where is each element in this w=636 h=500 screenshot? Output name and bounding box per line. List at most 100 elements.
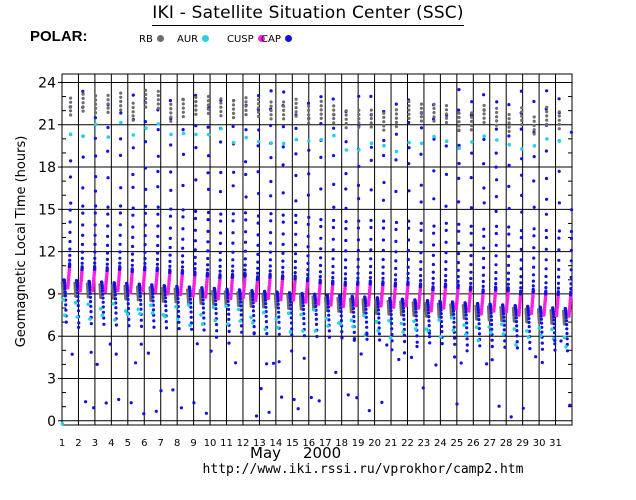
cap-point <box>180 260 185 264</box>
aur-point <box>261 310 266 315</box>
cap-point <box>201 302 205 306</box>
cap-point <box>509 415 513 419</box>
cap-point <box>557 229 562 233</box>
cap-point <box>494 224 499 228</box>
cap-point <box>177 315 181 319</box>
cap-point <box>131 172 135 177</box>
cusp-point <box>204 282 209 287</box>
cap-point <box>402 313 406 317</box>
cap-point <box>368 271 373 275</box>
aur-point <box>188 323 192 328</box>
cap-point <box>269 156 273 160</box>
cap-point <box>431 270 435 274</box>
cap-point <box>402 309 406 313</box>
cap-point <box>252 332 256 336</box>
cap-point <box>569 268 573 272</box>
cap-point <box>406 265 410 269</box>
rb-point <box>432 106 436 110</box>
cap-point <box>290 333 294 337</box>
cap-point <box>482 201 486 205</box>
cap-point <box>482 234 486 238</box>
cap-point <box>306 245 310 249</box>
cap-point <box>113 285 117 289</box>
cap-point <box>455 402 459 406</box>
cap-point <box>193 262 197 266</box>
cap-point <box>477 322 481 326</box>
cap-point <box>478 344 482 348</box>
cap-point <box>506 286 510 290</box>
cap-point <box>288 297 292 301</box>
cap-point <box>143 140 148 144</box>
cap-point <box>457 108 461 112</box>
aur-point <box>307 139 311 143</box>
cap-point <box>94 154 98 158</box>
x-tick-label: 27 <box>483 438 496 449</box>
cap-point <box>457 176 461 180</box>
source-url[interactable]: http://www.iki.rssi.ru/vprokhor/camp2.ht… <box>202 462 524 477</box>
cap-point <box>340 336 344 340</box>
cusp-point <box>230 284 234 288</box>
cap-point <box>532 99 536 104</box>
cap-point <box>231 219 235 223</box>
rb-point <box>319 99 323 103</box>
cap-point <box>201 298 205 302</box>
cap-point <box>476 308 480 312</box>
cap-point <box>494 270 498 275</box>
cap-point <box>257 94 261 98</box>
cap-point <box>243 263 247 267</box>
cap-point <box>281 163 285 167</box>
rb-point <box>69 109 73 113</box>
cap-point <box>307 148 311 152</box>
x-tick-label: 5 <box>125 438 131 449</box>
cap-point <box>155 257 160 261</box>
cap-point <box>394 220 399 225</box>
cap-point <box>143 257 147 261</box>
cap-point <box>152 319 156 323</box>
cap-point <box>306 254 310 258</box>
cap-point <box>277 360 281 364</box>
x-tick-label: 17 <box>319 438 332 449</box>
cap-point <box>218 269 222 273</box>
aur-point <box>387 319 391 323</box>
aur-point <box>269 141 274 145</box>
plot-frame <box>61 73 573 426</box>
cap-point <box>230 272 235 277</box>
cap-point <box>188 291 192 295</box>
aur-point <box>514 343 518 347</box>
rb-point <box>269 117 273 121</box>
y-tick-label: 18 <box>38 160 56 176</box>
cap-point <box>515 340 519 344</box>
aur-point <box>244 135 248 140</box>
cap-point <box>256 275 260 279</box>
cap-point <box>376 305 380 309</box>
rb-point <box>181 98 185 102</box>
x-tick-label: 2 <box>75 438 81 449</box>
cap-point <box>377 326 381 330</box>
cap-point <box>477 332 482 336</box>
cap-point <box>313 298 318 302</box>
x-tick-label: 15 <box>286 438 299 449</box>
cap-point <box>219 212 223 216</box>
cap-point <box>189 315 193 319</box>
cap-point <box>457 200 461 204</box>
rb-point <box>106 106 110 110</box>
x-tick-label: 10 <box>204 438 217 449</box>
cap-point <box>206 171 210 175</box>
rb-point <box>319 116 323 120</box>
cap-point <box>231 264 235 268</box>
aur-point <box>349 318 354 323</box>
y-tick-label: 21 <box>38 118 56 134</box>
cap-point <box>118 250 122 254</box>
cap-point <box>352 338 356 342</box>
aur-point <box>462 323 466 327</box>
cap-point <box>456 261 460 265</box>
cusp-point <box>341 304 346 309</box>
cap-point <box>269 212 273 216</box>
cap-point <box>181 152 186 156</box>
cap-point <box>194 178 198 182</box>
cap-point <box>139 298 143 302</box>
cap-point <box>209 349 213 353</box>
cap-point <box>268 264 272 268</box>
cap-point <box>213 290 217 294</box>
cap-point <box>326 302 330 306</box>
